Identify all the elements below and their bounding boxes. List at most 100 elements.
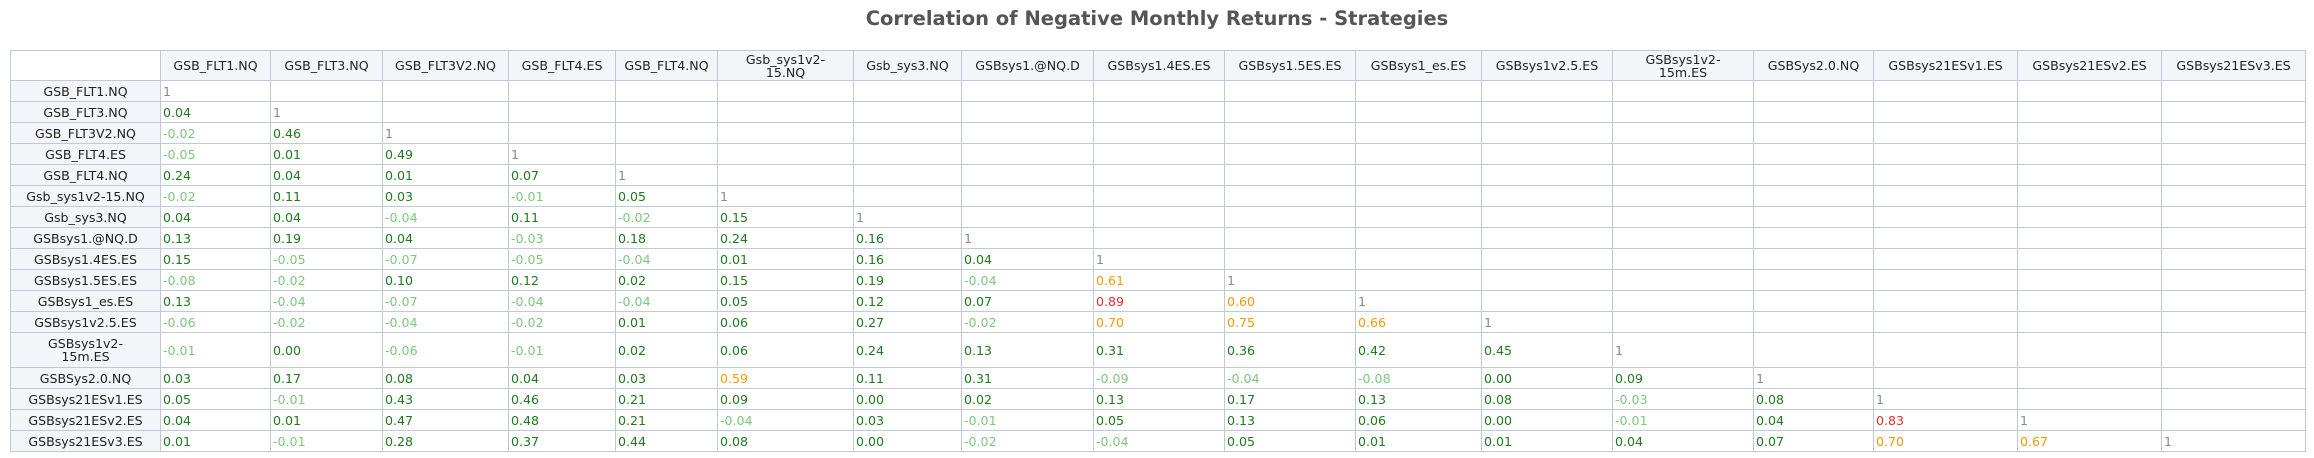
table-row: Gsb_sys1v2-15.NQ -0.02 0.11 0.03 -0.01 0.05 1 [10,185,2306,207]
empty-cell [2017,143,2162,165]
correlation-value: 0.59 [717,367,854,389]
correlation-value: -0.08 [160,269,271,291]
empty-cell [1753,332,1874,368]
table-row: GSBsys1v2- 15m.ES -0.01 0.00 -0.06 -0.01 0.02 0… [10,332,2306,368]
correlation-value: 0.04 [270,206,383,228]
correlation-value: -0.06 [160,311,271,333]
correlation-value: 0.21 [615,409,718,431]
correlation-value: 0.75 [1224,311,1356,333]
correlation-value: 1 [1873,388,2018,410]
empty-cell [1873,206,2018,228]
empty-cell [2017,290,2162,312]
row-header: GSBsys1v2- 15m.ES [10,332,161,368]
correlation-value: -0.08 [1355,367,1482,389]
table-row: GSBsys1_es.ES 0.13 -0.04 -0.07 -0.04 -0.04 0.0… [10,290,2306,312]
row-header: GSBSys2.0.NQ [10,367,161,389]
empty-cell [508,101,616,123]
correlation-value: 0.03 [382,185,509,207]
chart-title: Correlation of Negative Monthly Returns … [865,7,1449,30]
correlation-value: 0.46 [270,122,383,144]
empty-cell [1753,227,1874,249]
correlation-value: 0.13 [160,227,271,249]
correlation-value: 0.24 [160,164,271,186]
correlation-value: -0.03 [1612,388,1754,410]
column-header: Gsb_sys1v2- 15.NQ [717,50,854,81]
empty-cell [1753,206,1874,228]
empty-cell [961,185,1094,207]
empty-cell [853,101,962,123]
empty-cell [1355,269,1482,291]
correlation-value: 0.01 [382,164,509,186]
correlation-value: 1 [1093,248,1225,270]
empty-cell [853,143,962,165]
empty-cell [2017,101,2162,123]
correlation-value: -0.02 [270,269,383,291]
correlation-value: 0.13 [961,332,1094,368]
empty-cell [1753,122,1874,144]
correlation-value: -0.04 [961,269,1094,291]
correlation-value: 0.13 [1224,409,1356,431]
correlation-value: 0.67 [2017,430,2162,452]
empty-cell [2017,248,2162,270]
empty-cell [1873,80,2018,102]
correlation-value: 0.03 [615,367,718,389]
correlation-value: 0.45 [1481,332,1613,368]
empty-cell [1753,248,1874,270]
correlation-value: 0.01 [270,143,383,165]
empty-cell [1224,80,1356,102]
correlation-value: -0.02 [160,122,271,144]
empty-cell [1093,164,1225,186]
correlation-value: 0.05 [160,388,271,410]
correlation-value: 0.89 [1093,290,1225,312]
empty-cell [1873,164,2018,186]
table-row: GSBsys1.4ES.ES 0.15 -0.05 -0.07 -0.05 -0.04 0.… [10,248,2306,270]
correlation-value: -0.01 [1612,409,1754,431]
empty-cell [2017,332,2162,368]
correlation-value: 0.04 [1753,409,1874,431]
correlation-value: 1 [1481,311,1613,333]
empty-cell [717,80,854,102]
empty-cell [1481,80,1613,102]
correlation-value: 0.01 [717,248,854,270]
empty-cell [1612,269,1754,291]
column-header: GSBsys1.@NQ.D [961,50,1094,81]
correlation-value: 1 [615,164,718,186]
correlation-value: -0.04 [717,409,854,431]
correlation-value: 0.19 [853,269,962,291]
correlation-value: 0.05 [615,185,718,207]
table-row: GSB_FLT4.NQ 0.24 0.04 0.01 0.07 1 [10,164,2306,186]
empty-cell [2161,80,2306,102]
empty-cell [1753,185,1874,207]
empty-cell [717,164,854,186]
empty-cell [853,122,962,144]
row-header: GSB_FLT3V2.NQ [10,122,161,144]
correlation-value: 0.05 [1093,409,1225,431]
empty-cell [1612,290,1754,312]
empty-cell [1753,143,1874,165]
correlation-value: 0.49 [382,143,509,165]
empty-cell [1093,206,1225,228]
column-header: GSBSys2.0.NQ [1753,50,1874,81]
row-header: GSBsys1.4ES.ES [10,248,161,270]
column-header: GSB_FLT4.NQ [615,50,718,81]
correlation-value: 0.07 [508,164,616,186]
correlation-value: 0.48 [508,409,616,431]
correlation-value: 0.03 [853,409,962,431]
empty-cell [961,101,1094,123]
empty-cell [1873,185,2018,207]
empty-cell [2161,143,2306,165]
correlation-value: 0.10 [382,269,509,291]
correlation-value: 0.04 [160,409,271,431]
empty-cell [1873,290,2018,312]
column-header: Gsb_sys3.NQ [853,50,962,81]
table-row: GSBsys21ESv3.ES 0.01 -0.01 0.28 0.37 0.44 0.08… [10,430,2306,452]
correlation-value: 0.42 [1355,332,1482,368]
correlation-value: 0.12 [853,290,962,312]
empty-cell [1612,122,1754,144]
correlation-value: 0.00 [853,430,962,452]
empty-cell [382,80,509,102]
correlation-value: -0.04 [382,311,509,333]
column-header: GSBsys21ESv2.ES [2017,50,2162,81]
correlation-value: 0.31 [1093,332,1225,368]
correlation-value: 0.08 [717,430,854,452]
